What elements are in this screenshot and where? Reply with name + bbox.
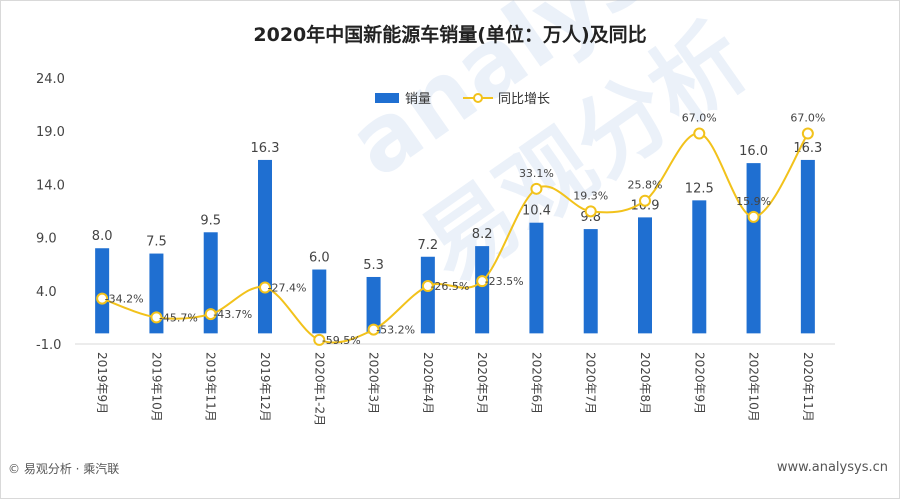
growth-value-label: 67.0% — [790, 112, 825, 125]
footer-site: www.analysys.cn — [776, 460, 888, 475]
growth-point — [367, 323, 380, 336]
legend-bar-swatch — [375, 93, 399, 103]
bar-value-label: 16.3 — [793, 141, 822, 156]
bar — [203, 232, 218, 334]
y-tick-label: 4.0 — [36, 285, 57, 300]
bar — [312, 269, 327, 334]
growth-point — [96, 292, 109, 305]
x-category-label: 2019年11月 — [204, 352, 218, 422]
y-tick-label: 9.0 — [36, 232, 57, 247]
x-category-label: 2020年11月 — [801, 352, 815, 422]
growth-point — [204, 308, 217, 321]
growth-value-label: -26.5% — [430, 280, 469, 293]
y-tick-label: 14.0 — [36, 178, 65, 193]
bar — [475, 246, 490, 334]
chart-title: 2020年中国新能源车销量(单位：万人)及同比 — [253, 24, 647, 46]
x-category-label: 2020年5月 — [475, 352, 489, 414]
y-tick-label: 24.0 — [36, 72, 65, 87]
bar-value-label: 10.4 — [522, 204, 551, 219]
growth-point — [259, 281, 271, 294]
x-category-label: 2020年6月 — [529, 352, 543, 414]
bar — [529, 222, 544, 334]
growth-point — [530, 182, 543, 195]
growth-value-label: 25.8% — [628, 179, 663, 192]
growth-value-label: 67.0% — [682, 112, 717, 125]
bar — [95, 248, 110, 334]
bar-value-label: 8.0 — [92, 229, 113, 244]
growth-point — [639, 194, 651, 207]
bar-value-label: 8.2 — [472, 227, 493, 242]
bar — [800, 159, 815, 334]
x-category-label: 2019年10月 — [149, 352, 163, 422]
bar — [366, 276, 381, 334]
growth-point — [476, 275, 489, 288]
growth-point — [150, 311, 163, 324]
legend-line-marker — [473, 93, 483, 103]
bar — [258, 159, 272, 334]
growth-point — [747, 210, 760, 223]
growth-value-label: -43.7% — [213, 308, 252, 321]
bar-value-label: 6.0 — [309, 251, 330, 266]
bar-value-label: 16.0 — [739, 144, 768, 159]
bar-value-label: 7.2 — [418, 238, 439, 253]
growth-point — [421, 280, 434, 293]
growth-value-label: -23.5% — [485, 275, 524, 288]
bar — [746, 163, 761, 334]
bar-value-label: 7.5 — [146, 235, 167, 250]
x-category-label: 2020年4月 — [421, 352, 435, 414]
bar — [638, 217, 652, 334]
legend-line-label: 同比增长 — [498, 92, 550, 107]
growth-value-label: -53.2% — [376, 324, 415, 337]
bar — [583, 229, 598, 334]
x-category-label: 2020年10月 — [747, 352, 761, 422]
growth-value-label: 15.9% — [736, 195, 771, 208]
y-tick-label: -1.0 — [36, 338, 61, 353]
x-category-label: 2020年1-2月 — [312, 352, 326, 426]
growth-point — [693, 127, 706, 140]
x-category-label: 2020年9月 — [692, 352, 706, 414]
footer-source: © 易观分析 · 乘汽联 — [8, 462, 120, 476]
growth-point — [801, 127, 814, 140]
bar — [420, 256, 435, 334]
growth-value-label: 19.3% — [573, 189, 608, 202]
growth-value-label: -45.7% — [159, 311, 198, 324]
x-category-label: 2020年3月 — [367, 352, 381, 414]
growth-point — [584, 205, 597, 218]
bar — [692, 200, 707, 334]
bar-value-label: 12.5 — [685, 181, 714, 196]
growth-value-label: -27.4% — [268, 282, 307, 295]
legend-bar-label: 销量 — [405, 92, 431, 107]
growth-value-label: -34.2% — [105, 293, 144, 306]
x-category-label: 2020年7月 — [584, 352, 598, 414]
growth-point — [313, 333, 326, 346]
bar-value-label: 16.3 — [251, 141, 280, 156]
x-category-label: 2019年12月 — [258, 352, 272, 422]
growth-value-label: 33.1% — [519, 167, 554, 180]
x-category-label: 2020年8月 — [638, 352, 652, 414]
bar-value-label: 9.5 — [200, 213, 221, 228]
bar-value-label: 5.3 — [363, 258, 384, 273]
y-tick-label: 19.0 — [36, 125, 65, 140]
growth-value-label: -59.5% — [322, 334, 361, 347]
x-category-label: 2019年9月 — [95, 352, 109, 414]
